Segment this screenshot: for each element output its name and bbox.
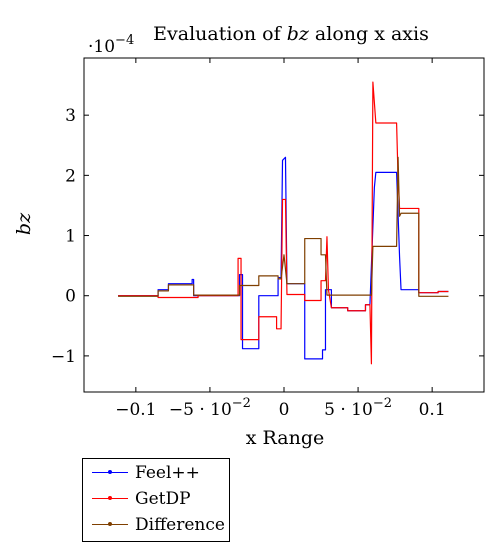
series-line-feel <box>118 156 449 360</box>
x-tick-label: 5 · 10−2 <box>324 396 392 420</box>
legend-marker-difference <box>108 522 112 526</box>
legend-label-difference: Difference <box>135 515 225 535</box>
y-tick-label: 3 <box>65 106 76 126</box>
y-axis-label: bz <box>13 212 35 235</box>
series-line-difference <box>118 156 449 297</box>
series-line-getdp <box>118 81 449 365</box>
legend-label-getdp: GetDP <box>135 489 191 509</box>
x-axis-label: x Range <box>246 427 324 449</box>
legend-item-feelpp: Feel++ <box>83 461 229 485</box>
y-tick-label: 2 <box>65 166 76 186</box>
legend-marker-getdp <box>108 496 112 500</box>
legend-item-getdp: GetDP <box>83 487 229 511</box>
legend-marker-feelpp <box>108 470 112 474</box>
x-tick-label: 0.1 <box>419 400 446 420</box>
plot-frame <box>83 57 485 393</box>
series-group <box>118 81 449 365</box>
legend-item-difference: Difference <box>83 513 229 537</box>
y-tick-label: 1 <box>65 227 76 247</box>
axis-ticks: −0.1 −5 · 10−2 0 5 · 10−2 0.1 −1 0 1 2 3 <box>51 58 484 420</box>
legend-label-feelpp: Feel++ <box>135 463 200 483</box>
x-tick-label: −5 · 10−2 <box>169 396 251 420</box>
y-tick-label: 0 <box>65 287 76 307</box>
legend: Feel++ GetDP Difference <box>82 458 230 542</box>
chart-title: Evaluation of bz along x axis <box>153 23 429 45</box>
y-tick-label: −1 <box>51 347 76 367</box>
x-tick-label: −0.1 <box>115 400 156 420</box>
x-tick-label: 0 <box>279 400 290 420</box>
y-scale-label: ·10−4 <box>88 33 134 57</box>
